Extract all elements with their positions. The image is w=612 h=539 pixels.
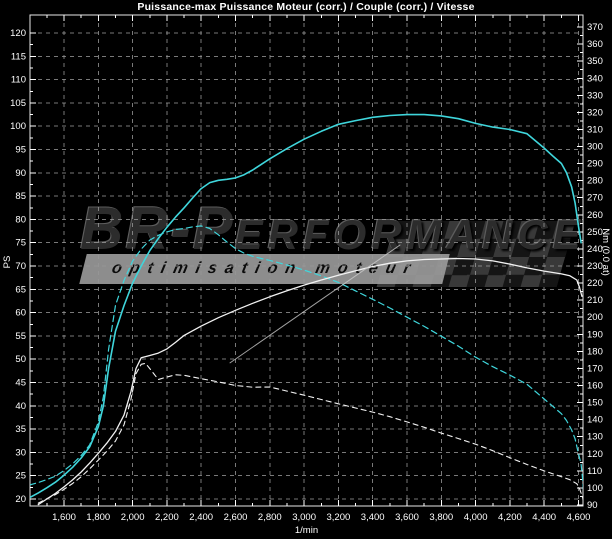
right-axis-tick-label: 320 bbox=[587, 107, 603, 118]
right-axis-tick-label: 270 bbox=[587, 193, 603, 204]
right-axis-tick-label: 190 bbox=[587, 329, 603, 340]
left-axis-tick-label: 65 bbox=[15, 284, 26, 295]
right-axis-tick-label: 110 bbox=[587, 466, 602, 477]
left-axis-tick-label: 75 bbox=[15, 238, 26, 249]
curves bbox=[30, 113, 583, 506]
x-axis-tick-label: 2,000 bbox=[121, 512, 145, 523]
left-axis-tick-label: 85 bbox=[15, 191, 26, 202]
left-axis-tick-label: 20 bbox=[15, 494, 26, 505]
left-axis-tick-label: 45 bbox=[15, 378, 26, 389]
left-axis-tick-label: 50 bbox=[15, 354, 26, 365]
right-axis-tick-label: 280 bbox=[587, 176, 603, 187]
x-axis-tick-label: 2,600 bbox=[224, 512, 248, 523]
left-axis-tick-label: 80 bbox=[15, 214, 26, 225]
x-axis-tick-label: 4,400 bbox=[532, 512, 556, 523]
x-axis-tick-label: 3,000 bbox=[292, 512, 316, 523]
chart-title: Puissance-max Puissance Moteur (corr.) /… bbox=[137, 1, 475, 13]
x-axis-title: 1/min bbox=[295, 525, 318, 536]
right-axis-tick-label: 90 bbox=[587, 500, 598, 511]
right-axis-tick-label: 150 bbox=[587, 398, 603, 409]
curve-couple-corr-run-2 bbox=[37, 362, 583, 504]
watermark-brand: BR-PERFORMANCE bbox=[80, 194, 600, 263]
left-axis-title: PS bbox=[2, 256, 13, 269]
right-axis-tick-label: 350 bbox=[587, 56, 603, 67]
left-axis-tick-label: 35 bbox=[15, 424, 26, 435]
left-axis-tick-label: 40 bbox=[15, 401, 26, 412]
gridlines bbox=[30, 15, 583, 506]
watermark-brand-prefix: BR-P bbox=[80, 195, 235, 262]
right-axis-tick-label: 160 bbox=[587, 381, 603, 392]
right-axis-tick-label: 230 bbox=[587, 261, 603, 272]
right-axis-tick-label: 220 bbox=[587, 278, 603, 289]
left-axis-tick-label: 55 bbox=[15, 331, 26, 342]
right-axis-tick-label: 260 bbox=[587, 210, 603, 221]
right-axis-tick-label: 290 bbox=[587, 159, 603, 170]
axis-tick-labels: 20 25 30 35 40 45 50 55 60 65 70 75 80 85 90 95 100 105 11… bbox=[2, 22, 611, 536]
left-axis-tick-label: 105 bbox=[10, 98, 26, 109]
curve-puissance-moteur-corr-run-2 bbox=[37, 257, 583, 506]
right-axis-tick-label: 130 bbox=[587, 432, 603, 443]
right-axis-tick-label: 200 bbox=[587, 312, 603, 323]
right-axis-tick-label: 360 bbox=[587, 39, 603, 50]
x-axis-tick-label: 4,200 bbox=[498, 512, 522, 523]
right-axis-tick-label: 340 bbox=[587, 73, 603, 84]
x-axis-tick-label: 2,800 bbox=[258, 512, 282, 523]
plot-border bbox=[29, 14, 584, 507]
left-axis-tick-label: 95 bbox=[15, 145, 26, 156]
right-axis-title: Nm (0.0 at) bbox=[600, 228, 611, 276]
x-axis-tick-label: 3,600 bbox=[395, 512, 419, 523]
left-axis-tick-label: 115 bbox=[11, 51, 26, 62]
x-axis-tick-label: 3,800 bbox=[429, 512, 453, 523]
x-axis-tick-label: 1,600 bbox=[52, 512, 76, 523]
left-axis-tick-label: 60 bbox=[15, 308, 26, 319]
curve-couple-corr-run-1 bbox=[30, 225, 583, 492]
left-axis-tick-label: 30 bbox=[15, 447, 26, 458]
curve-puissance-moteur-corr-run-1 bbox=[30, 113, 582, 499]
x-axis-tick-label: 2,200 bbox=[155, 512, 179, 523]
x-axis-tick-label: 3,200 bbox=[327, 512, 351, 523]
right-axis-tick-label: 300 bbox=[587, 142, 603, 153]
right-axis-tick-label: 180 bbox=[587, 346, 603, 357]
x-axis-tick-label: 2,400 bbox=[189, 512, 213, 523]
right-axis-tick-label: 210 bbox=[587, 295, 603, 306]
right-axis-tick-label: 370 bbox=[587, 22, 603, 33]
x-axis-tick-label: 4,000 bbox=[464, 512, 488, 523]
x-axis-tick-label: 3,400 bbox=[361, 512, 385, 523]
x-axis-tick-label: 4,600 bbox=[567, 512, 591, 523]
left-axis-tick-label: 90 bbox=[15, 168, 26, 179]
right-axis-tick-label: 170 bbox=[587, 363, 603, 374]
left-axis-tick-label: 25 bbox=[15, 471, 26, 482]
right-axis-tick-label: 120 bbox=[587, 449, 603, 460]
curve-vitesse bbox=[229, 244, 401, 364]
left-axis-tick-label: 100 bbox=[10, 121, 26, 132]
x-axis-tick-label: 1,800 bbox=[86, 512, 110, 523]
right-axis-tick-label: 310 bbox=[587, 124, 603, 135]
right-axis-tick-label: 140 bbox=[587, 415, 603, 426]
tick-marks bbox=[30, 15, 583, 506]
right-axis-tick-label: 240 bbox=[587, 244, 603, 255]
left-axis-tick-label: 120 bbox=[10, 28, 26, 39]
left-axis-tick-label: 70 bbox=[15, 261, 26, 272]
right-axis-tick-label: 250 bbox=[587, 227, 603, 238]
watermark-brand-suffix: ERFORMANCE bbox=[234, 211, 586, 258]
left-axis-tick-label: 110 bbox=[11, 75, 26, 86]
right-axis-tick-label: 330 bbox=[587, 90, 603, 101]
right-axis-tick-label: 100 bbox=[587, 483, 603, 494]
